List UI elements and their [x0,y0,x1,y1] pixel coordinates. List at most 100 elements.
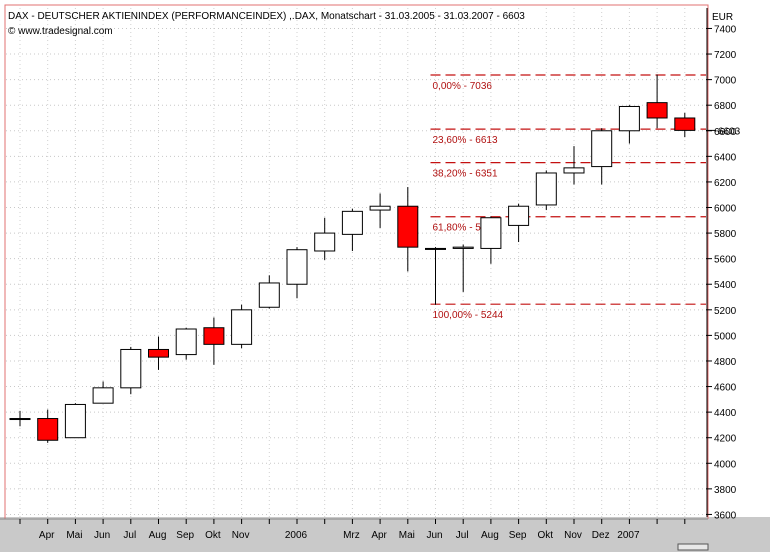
x-tick-label: Okt [205,530,221,541]
candle-body [508,205,530,226]
candle-body [341,210,363,235]
y-tick-label: 4800 [714,357,737,368]
candle-body [120,348,142,389]
candle [314,217,336,260]
price-axis: 3600 3800 4000 4200 4400 4600 4800 5000 5200 5400… [706,8,741,521]
x-tick-label: Aug [149,530,167,541]
candle-body [203,327,225,345]
candle [37,409,59,443]
candle [480,216,502,264]
candle-body [674,117,696,131]
candle [618,105,640,144]
candle [231,304,253,349]
candle-body [286,249,308,285]
candle-body [535,172,557,206]
candle [286,247,308,299]
x-tick-label: Nov [564,530,582,541]
last-price-label: 6603 [718,126,741,137]
y-tick-label: 5000 [714,331,737,342]
candle [646,74,668,129]
candle [258,275,280,309]
x-tick-label: 2006 [285,530,308,541]
candle [508,203,530,243]
candle [674,112,696,138]
y-tick-label: 4400 [714,408,737,419]
candle [535,170,557,211]
grid [6,8,706,517]
candle-body [9,418,31,421]
x-tick-label: Jul [123,530,136,541]
scrollbar-thumb[interactable] [677,543,709,551]
candle [92,381,114,404]
candle [341,208,363,251]
y-tick-label: 4200 [714,434,737,445]
y-tick-label: 5600 [714,255,737,266]
plot-area[interactable] [0,0,706,517]
y-tick-label: 5400 [714,280,737,291]
candle [369,193,391,228]
candle [175,327,197,360]
candle-body [231,309,253,345]
time-axis: Apr Mai Jun Jul Aug Sep Okt Nov 2006 Mrz Apr Mai Jun… [0,518,770,552]
candle [591,128,613,185]
x-tick-label: Mai [399,530,415,541]
candle-body [148,348,169,358]
x-tick-label: Sep [509,530,527,541]
x-tick-label: Jul [456,530,469,541]
x-tick-label: Sep [176,530,194,541]
y-tick-label: 5800 [714,229,737,240]
x-tick-label: Mrz [343,530,360,541]
y-tick-label: 7200 [714,50,737,61]
y-tick-label: 6600 [714,127,737,138]
y-tick-label: 4000 [714,459,737,470]
y-tick-label: 3600 [714,510,737,521]
candle-body [37,418,59,441]
source-label: © www.tradesignal.com [8,26,113,37]
chart-title: DAX - DEUTSCHER AKTIENINDEX (PERFORMANCE… [8,11,525,22]
candle-body [618,105,640,132]
fib-level-label: 38,20% - 6351 [433,169,498,180]
candle-body [397,205,419,248]
time-axis-band [0,519,770,552]
candle-body [64,403,86,439]
x-tick-label: Apr [371,530,387,541]
y-tick-label: 6200 [714,178,737,189]
currency-label: EUR [712,12,733,23]
price-axis-area [706,0,770,517]
fib-level-label: 61,80% - 5928 [433,223,498,234]
x-tick-label: Jun [426,530,442,541]
y-tick-label: 4600 [714,383,737,394]
x-tick-label: Aug [481,530,499,541]
x-tick-label: 2007 [617,530,640,541]
x-tick-label: Nov [232,530,250,541]
candle-body [175,328,197,356]
candle [64,403,86,439]
candle [120,346,142,395]
candles [9,74,696,443]
candle [9,410,31,427]
candle-body [92,387,114,404]
candle [563,146,585,185]
candle-body [258,282,280,308]
x-tick-label: Dez [592,530,610,541]
fib-level-label: 0,00% - 7036 [433,81,493,92]
x-tick-label: Jun [94,530,110,541]
y-tick-label: 6000 [714,204,737,215]
y-tick-label: 3800 [714,485,737,496]
candle-body [369,205,391,211]
x-tick-label: Okt [538,530,554,541]
candle [397,187,419,272]
candle-body [314,232,336,252]
candle [452,244,474,292]
fibonacci-levels: 0,00% - 7036 23,60% - 6613 38,20% - 6351 61… [430,74,706,321]
fib-level-label: 23,60% - 6613 [433,135,498,146]
candle-body [646,102,668,119]
candle [425,247,446,305]
candle-body [480,217,502,249]
y-tick-label: 6800 [714,101,737,112]
fib-level-label: 100,00% - 5244 [433,310,504,321]
candle [148,336,169,370]
x-tick-label: Apr [39,530,55,541]
x-tick-label: Mai [66,530,82,541]
